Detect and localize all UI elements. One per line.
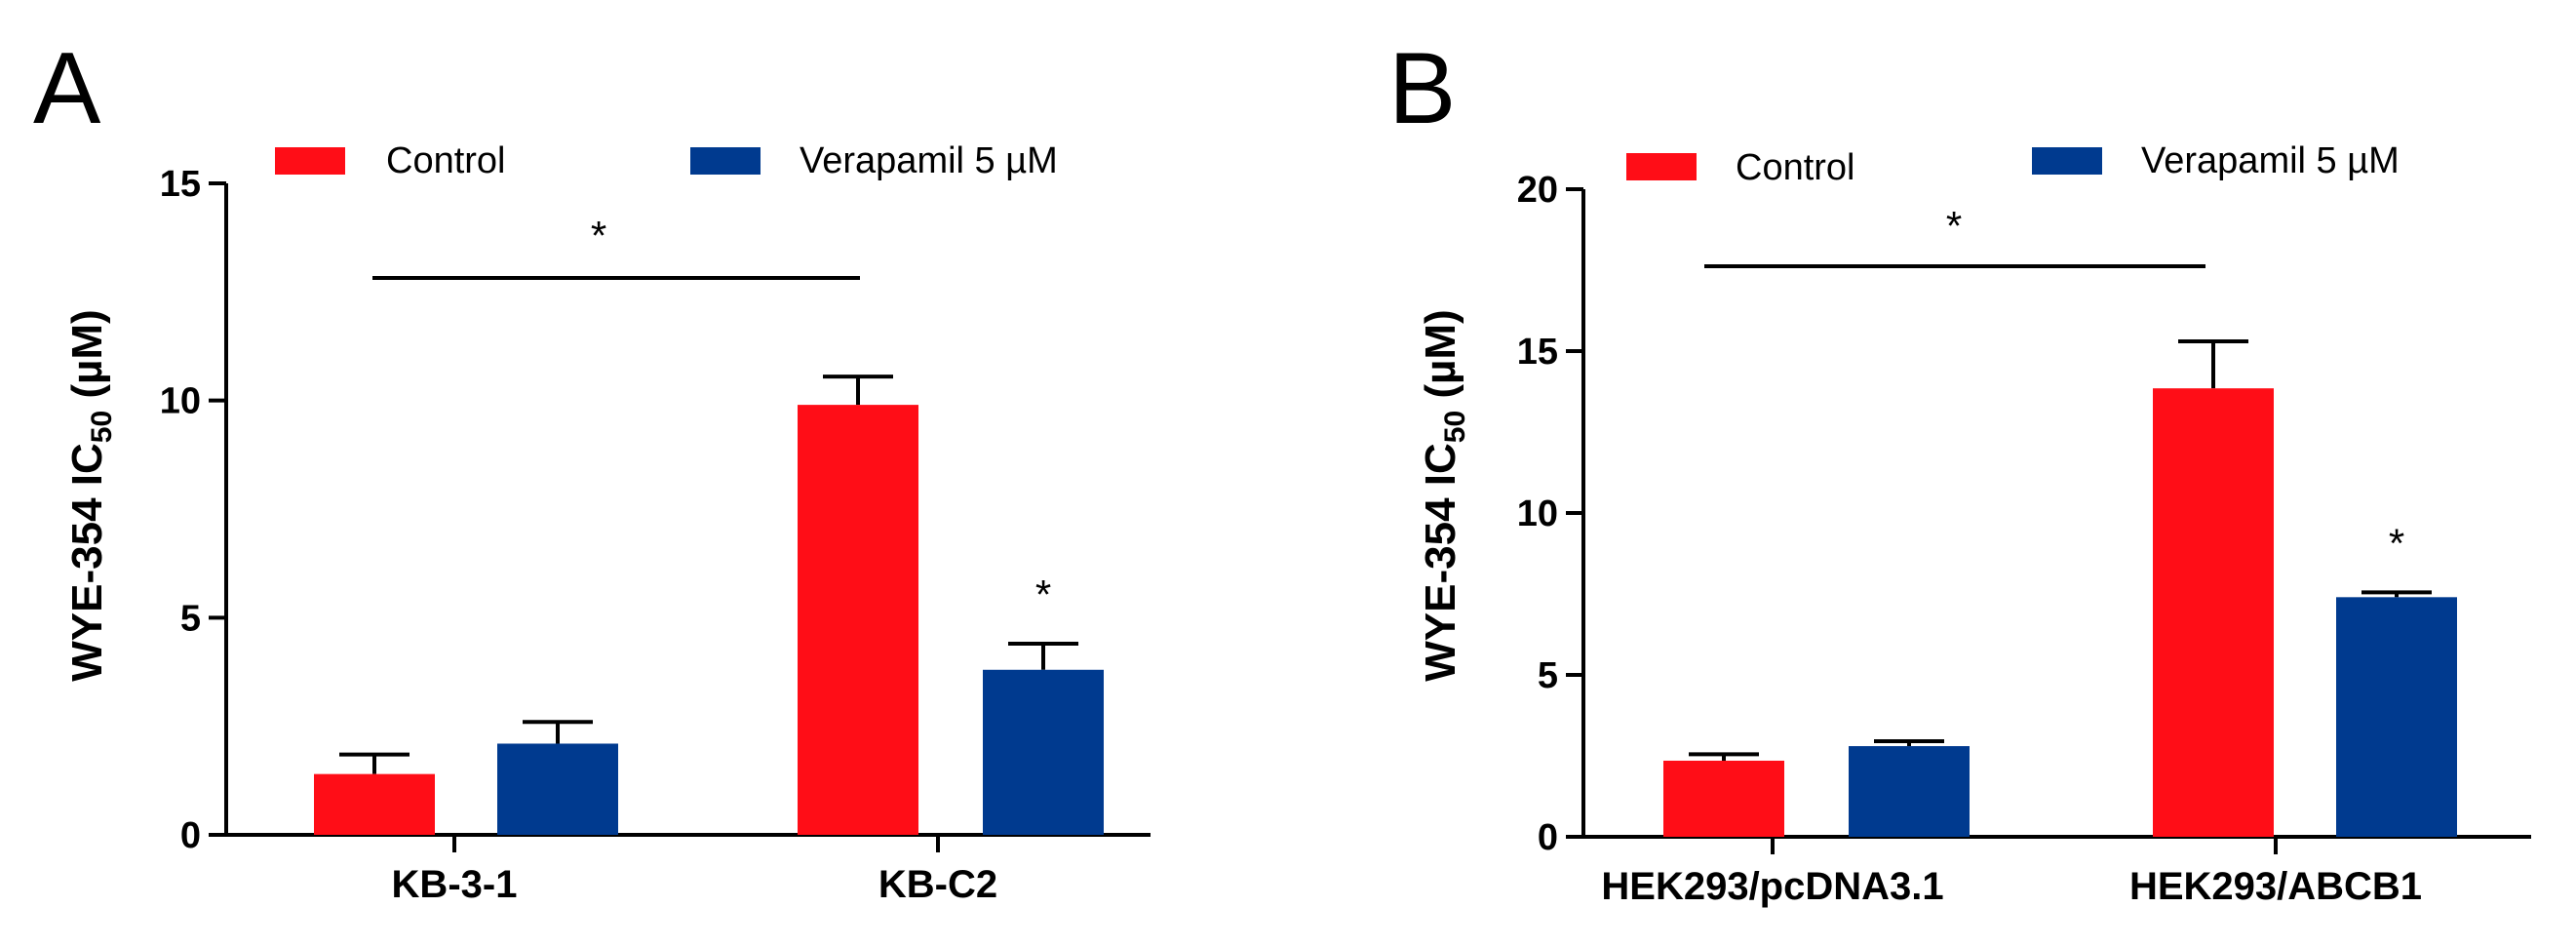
panel-b-legend-label-verapamil: Verapamil 5 µM bbox=[2141, 140, 2400, 181]
panel-b-y-axis-label-unit: (µM) bbox=[1417, 309, 1464, 411]
panel-b-y-tick-label-10: 10 bbox=[1517, 493, 1558, 534]
panel-b-y-tick-label-20: 20 bbox=[1517, 170, 1558, 211]
panel-b: B Control Verapamil 5 µM WYE-354 IC50 (µ… bbox=[1388, 32, 2531, 908]
panel-b-legend-swatch-verapamil bbox=[2032, 147, 2102, 175]
panel-a-bar-kbc2-control bbox=[798, 405, 918, 835]
panel-a: A Control Verapamil 5 µM WYE-354 IC50 (µ… bbox=[33, 32, 1151, 906]
panel-a-legend-label-control: Control bbox=[386, 140, 506, 181]
panel-a-letter: A bbox=[33, 32, 101, 145]
panel-b-bar-abcb1-control bbox=[2153, 388, 2274, 837]
panel-a-legend: Control Verapamil 5 µM bbox=[275, 140, 1058, 181]
panel-b-bar-pcdna-verapamil bbox=[1849, 746, 1970, 837]
panel-a-legend-swatch-control bbox=[275, 147, 345, 175]
panel-b-bars bbox=[1663, 339, 2457, 837]
panel-a-bar-kbc2-verapamil bbox=[983, 669, 1104, 835]
panel-a-legend-label-verapamil: Verapamil 5 µM bbox=[800, 140, 1058, 181]
panel-a-bar-kb31-control bbox=[314, 773, 435, 835]
panel-b-legend-label-control: Control bbox=[1736, 147, 1855, 188]
panel-b-y-axis-label: WYE-354 IC50 (µM) bbox=[1417, 309, 1471, 681]
panel-a-legend-swatch-verapamil bbox=[690, 147, 761, 175]
panel-b-letter: B bbox=[1388, 32, 1456, 145]
panel-a-bar-kb31-verapamil bbox=[497, 743, 618, 835]
panel-b-y-tick-label-5: 5 bbox=[1538, 655, 1558, 696]
panel-b-legend: Control Verapamil 5 µM bbox=[1626, 140, 2400, 188]
panel-a-category-label-kbc2: KB-C2 bbox=[878, 863, 997, 906]
panel-b-category-label-pcdna: HEK293/pcDNA3.1 bbox=[1601, 865, 1943, 908]
panel-b-legend-swatch-control bbox=[1626, 153, 1697, 180]
panel-b-significance-abcb1-verapamil-star: * bbox=[2389, 520, 2404, 566]
panel-a-bars bbox=[314, 375, 1104, 835]
panel-a-y-axis-label: WYE-354 IC50 (µM) bbox=[63, 309, 118, 681]
panel-b-bar-pcdna-control bbox=[1663, 760, 1784, 837]
panel-b-y-axis-label-subscript: 50 bbox=[1439, 411, 1471, 443]
panel-a-significance-kbc2-verapamil-star: * bbox=[1035, 572, 1051, 617]
panel-b-category-label-abcb1: HEK293/ABCB1 bbox=[2129, 865, 2422, 908]
panel-a-y-tick-label-0: 0 bbox=[180, 815, 201, 856]
panel-a-y-tick-label-10: 10 bbox=[160, 381, 201, 422]
panel-b-y-axis-label-main: WYE-354 IC bbox=[1417, 443, 1464, 682]
panel-a-y-tick-label-15: 15 bbox=[160, 164, 201, 205]
panel-a-significance-bracket-star: * bbox=[591, 213, 606, 258]
panel-b-y-ticks: 0 5 10 15 20 bbox=[1517, 170, 1583, 858]
panel-a-category-label-kb31: KB-3-1 bbox=[392, 863, 518, 906]
panel-b-significance-bracket-star: * bbox=[1946, 203, 1962, 249]
panel-a-y-axis-label-subscript: 50 bbox=[86, 411, 118, 443]
panel-b-y-tick-label-0: 0 bbox=[1538, 817, 1558, 858]
panel-a-y-axis-label-unit: (µM) bbox=[63, 309, 111, 411]
panel-b-y-tick-label-15: 15 bbox=[1517, 332, 1558, 373]
panel-a-y-ticks: 0 5 10 15 bbox=[160, 164, 226, 856]
panel-a-y-axis-label-main: WYE-354 IC bbox=[63, 443, 111, 682]
panel-b-bar-abcb1-verapamil bbox=[2336, 597, 2457, 837]
panel-a-y-tick-label-5: 5 bbox=[180, 598, 201, 639]
